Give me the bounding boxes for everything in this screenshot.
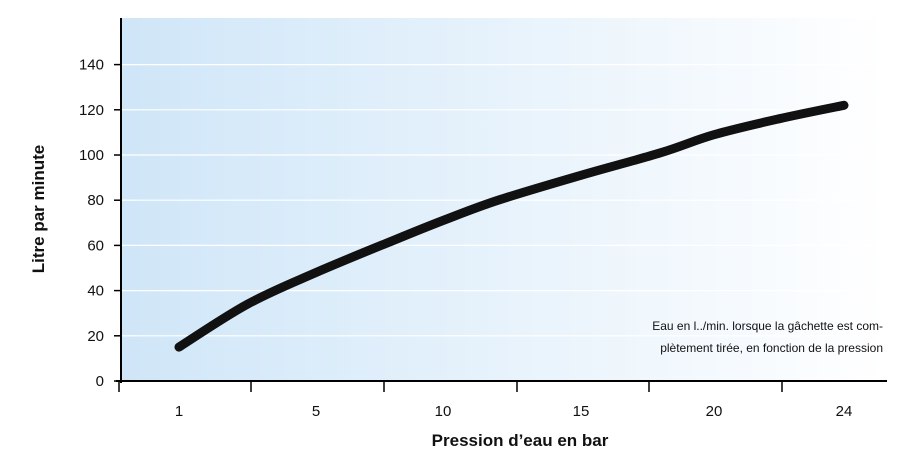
y-tick-label: 120 [79, 102, 104, 119]
x-tick-label: 1 [175, 403, 183, 420]
y-tick-label: 20 [87, 328, 104, 345]
y-tick-label: 40 [87, 283, 104, 300]
x-tick-label: 15 [573, 403, 590, 420]
grid-lines [121, 63, 887, 337]
x-axis-ticks: 1 5 10 15 20 24 [118, 381, 853, 420]
x-tick-label: 5 [312, 403, 320, 420]
y-tick-label: 80 [87, 192, 104, 209]
y-tick-label: 0 [96, 373, 104, 390]
annotation-line-2: plètement tirée, en fonction de la press… [660, 341, 883, 355]
annotation-line-1: Eau en l../min. lorsque la gâchette est … [652, 319, 883, 333]
x-tick-label: 20 [706, 403, 723, 420]
y-tick-label: 60 [87, 237, 104, 254]
y-tick-label: 100 [79, 147, 104, 164]
y-tick-label: 140 [79, 57, 104, 74]
y-axis-title: Litre par minute [29, 145, 48, 273]
x-axis-title: Pression d’eau en bar [432, 431, 609, 450]
y-axis-ticks: 0 20 40 60 80 100 120 140 [79, 57, 121, 390]
x-tick-label: 24 [836, 403, 853, 420]
series-group [174, 100, 849, 352]
x-tick-label: 10 [435, 403, 452, 420]
